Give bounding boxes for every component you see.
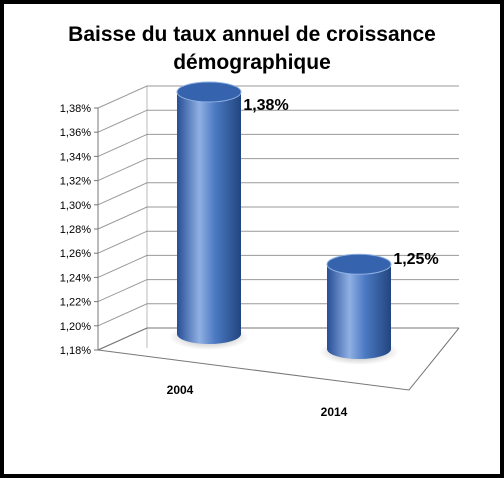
gridline [97, 279, 459, 303]
floor-front-edge [97, 327, 460, 391]
y-tick-label: 1,34% [60, 151, 91, 163]
chart-title-line-2: démographique [173, 51, 331, 74]
gridline [97, 230, 459, 254]
gridline [97, 182, 459, 206]
chart-title-line-1: Baisse du taux annuel de croissance [68, 23, 436, 46]
x-category-label: 2014 [321, 405, 348, 419]
gridline [97, 303, 459, 327]
data-label-2014: 1,25% [393, 251, 438, 268]
y-tick-label: 1,32% [60, 176, 91, 188]
y-tick-label: 1,24% [60, 272, 91, 284]
chart: Baisse du taux annuel de croissance démo… [60, 23, 460, 419]
y-tick-label: 1,22% [60, 297, 91, 309]
x-category-label: 2004 [167, 383, 194, 397]
y-tick-label: 1,20% [60, 321, 91, 333]
data-label-2004: 1,38% [243, 97, 288, 114]
gridline [97, 158, 459, 182]
y-axis-ticks: 1,18% 1,20% 1,22% 1,24% 1,26% 1,28% 1,30% 1,32%… [60, 103, 98, 357]
y-tick-label: 1,38% [60, 103, 91, 115]
bar-2004 [177, 92, 241, 344]
gridline [97, 133, 459, 157]
x-axis-categories: 2004 2014 [167, 383, 348, 419]
axes [97, 86, 460, 391]
y-tick-label: 1,18% [60, 345, 91, 357]
bar-top-2014 [326, 253, 392, 275]
data-labels: 1,38% 1,25% [243, 97, 438, 268]
gridline [97, 327, 459, 351]
y-tick-label: 1,28% [60, 224, 91, 236]
floor-back-edge [97, 327, 459, 351]
y-tick-label: 1,36% [60, 127, 91, 139]
bar-2014 [327, 264, 391, 359]
bars [169, 81, 399, 365]
y-tick-label: 1,26% [60, 248, 91, 260]
gridline [97, 206, 459, 230]
gridlines [97, 85, 459, 351]
y-tick-label: 1,30% [60, 200, 91, 212]
bar-top-2004 [176, 81, 242, 103]
